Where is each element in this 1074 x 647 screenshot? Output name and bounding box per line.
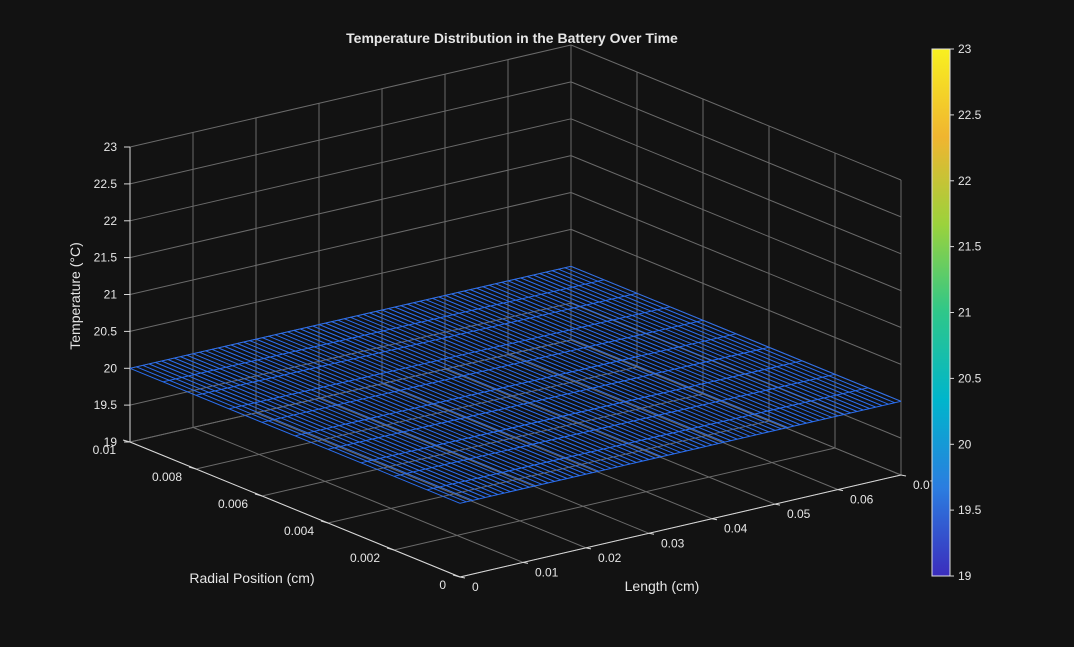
surface-line-y [162,279,605,383]
z-axis-label: Temperature (°C) [67,242,83,350]
side-wall-gridline-z [570,192,902,328]
x-tick-mark [711,518,718,521]
colorbar-tick-label: 20.5 [958,371,982,385]
side-wall-gridline-z [570,155,902,292]
side-wall-gridline-z [570,44,902,181]
back-wall-gridline-z [129,81,572,185]
surface-line-y [360,360,803,464]
y-tick-label: 0 [439,578,446,592]
surface-mesh [129,265,902,504]
surface-line-y [393,373,836,477]
colorbar-tick-label: 22 [958,174,972,188]
floor-gridline-x [255,412,587,549]
floor-gridline-x [444,368,776,505]
floor-gridline-x [381,383,713,520]
x-tick-label: 0.07 [913,478,937,492]
x-tick-mark [459,576,466,579]
z-tick-label: 22 [104,214,118,228]
side-wall-gridline-z [570,339,902,476]
floor-gridline-x [318,397,650,534]
x-tick-mark [585,547,592,550]
x-tick-mark [900,474,907,477]
y-tick-label: 0.002 [350,551,380,565]
x-tick-mark [648,532,655,535]
x-tick-mark [837,489,844,492]
surface-line-y [228,306,671,410]
y-tick-label: 0.004 [284,524,314,538]
colorbar: 19 19.5 20 20.5 21 21.5 22 22.5 23 [931,42,982,583]
x-tick-label: 0.03 [661,536,685,550]
surface-line-y [426,387,869,491]
colorbar-tick-label: 22.5 [958,108,982,122]
y-axis-label: Radial Position (cm) [189,570,314,586]
surface-line-y [129,265,572,369]
surface-line-y [261,319,704,423]
z-tick-label: 20.5 [94,324,118,338]
side-wall-gridline-z [570,228,902,365]
colorbar-gradient [931,48,951,577]
x-tick-label: 0.06 [850,493,874,507]
colorbar-tick-label: 21.5 [958,240,982,254]
tick-layer: 0 0.01 0.02 0.03 0.04 0.05 0.06 0.07 0 0.002 0.004… [93,140,937,594]
z-tick-label: 19.5 [94,398,118,412]
surface-line-y [327,346,770,450]
z-tick-label: 19 [104,435,118,449]
y-tick-label: 0.008 [152,470,182,484]
x-tick-label: 0.05 [787,507,811,521]
y-tick-label: 0.01 [93,443,117,457]
x-tick-mark [774,503,781,506]
x-tick-label: 0.02 [598,551,622,565]
z-tick-label: 21 [104,288,118,302]
z-tick-label: 23 [104,140,118,154]
back-wall-gridline-z [129,155,572,259]
x-tick-label: 0.01 [535,565,559,579]
colorbar-tick-label: 19 [958,569,972,583]
side-wall-gridline-z [570,118,902,255]
floor-gridline-x [507,354,839,491]
colorbar-tick-label: 19.5 [958,503,982,517]
y-tick-mark [320,520,329,524]
back-wall-gridline-z [129,192,572,295]
y-tick-mark [386,547,395,551]
y-tick-mark [254,493,263,497]
x-tick-label: 0.04 [724,522,748,536]
x-tick-label: 0 [472,580,479,594]
surface-line-y [294,333,737,437]
z-tick-label: 20 [104,361,118,375]
y-tick-mark [452,574,461,578]
floor-gridline-x [192,426,524,563]
surface-line-y [459,400,902,504]
z-tick-label: 22.5 [94,177,118,191]
colorbar-tick-label: 20 [958,437,972,451]
back-wall-gridline-z [129,44,572,148]
floor-gridline-y [393,447,836,551]
side-wall-gridline-z [570,81,902,218]
y-axis-line [129,441,461,578]
y-tick-label: 0.006 [218,497,248,511]
colorbar-tick-label: 23 [958,42,972,56]
colorbar-tick-label: 21 [958,306,972,320]
x-tick-mark [522,561,529,564]
y-tick-mark [188,466,197,470]
chart-title: Temperature Distribution in the Battery … [346,30,678,46]
surface-line-y [195,292,638,396]
back-wall-gridline-z [129,118,572,222]
x-axis-line [459,474,902,578]
x-axis-label: Length (cm) [625,578,700,594]
z-tick-label: 21.5 [94,251,118,265]
back-wall-gridline-z [129,228,572,332]
